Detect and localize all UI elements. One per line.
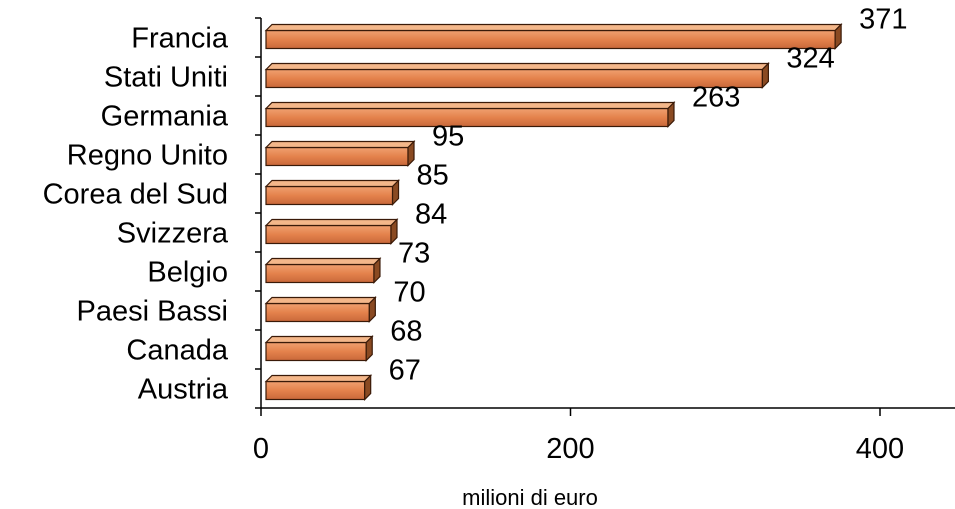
- value-label: 95: [432, 121, 464, 153]
- value-label: 70: [393, 277, 425, 309]
- value-label: 67: [389, 355, 421, 387]
- category-label: Regno Unito: [67, 140, 228, 172]
- category-label: Austria: [138, 374, 229, 406]
- value-label: 263: [692, 82, 740, 114]
- bar-front: [265, 185, 394, 206]
- bar-top: [264, 179, 400, 188]
- bar-top: [264, 335, 374, 344]
- bar-front: [265, 68, 763, 89]
- bar-side: [365, 335, 373, 362]
- bar-top: [264, 218, 399, 227]
- value-label: 85: [417, 160, 449, 192]
- bar-front: [265, 146, 409, 167]
- chart-labels: 0 200 400 milioni di euro Francia 371 Stati Un…: [43, 4, 908, 509]
- category-label: Canada: [126, 335, 228, 367]
- bar: [264, 23, 843, 50]
- category-label: Francia: [131, 23, 229, 55]
- bar-side: [373, 257, 381, 284]
- bar-front: [265, 380, 366, 401]
- bar-front: [265, 341, 367, 362]
- category-label: Stati Uniti: [104, 62, 228, 94]
- bar: [264, 296, 377, 323]
- value-label: 324: [786, 43, 834, 75]
- bar-side: [407, 140, 415, 167]
- bar-top: [264, 62, 770, 71]
- bar: [264, 101, 676, 128]
- bar: [264, 335, 374, 362]
- bar-top: [264, 296, 377, 305]
- bar-top: [264, 374, 373, 383]
- bar-top: [264, 23, 843, 32]
- bar: [264, 62, 770, 89]
- bar-series: [264, 23, 843, 401]
- bar: [264, 374, 373, 401]
- bar-front: [265, 29, 836, 50]
- x-tick-label: 200: [546, 433, 594, 465]
- value-label: 84: [415, 199, 447, 231]
- bar-side: [390, 218, 398, 245]
- bar-side: [834, 23, 842, 50]
- value-label: 73: [398, 238, 430, 270]
- x-tick-label: 400: [856, 433, 904, 465]
- value-label: 68: [390, 316, 422, 348]
- bar: [264, 179, 400, 206]
- bar-top: [264, 257, 382, 266]
- category-label: Germania: [101, 101, 229, 133]
- bar-side: [391, 179, 400, 206]
- x-axis-title: milioni di euro: [462, 485, 598, 509]
- category-label: Paesi Bassi: [76, 296, 228, 328]
- value-label: 371: [859, 4, 907, 36]
- bar-front: [265, 263, 375, 284]
- bar-side: [667, 101, 675, 128]
- bar-side: [761, 62, 769, 89]
- category-label: Belgio: [147, 257, 228, 289]
- bar-top: [264, 140, 416, 149]
- category-label: Corea del Sud: [43, 179, 228, 211]
- bar-top: [264, 101, 676, 110]
- bar-side: [368, 296, 376, 323]
- bar-side: [364, 374, 372, 401]
- bar: [264, 140, 416, 167]
- bar: [264, 257, 382, 284]
- category-label: Svizzera: [117, 218, 229, 250]
- bar-front: [265, 107, 669, 128]
- bar-front: [265, 302, 370, 323]
- bar-front: [265, 224, 392, 245]
- bar: [264, 218, 399, 245]
- x-tick-label: 0: [253, 433, 269, 465]
- chart-axes: [255, 17, 955, 416]
